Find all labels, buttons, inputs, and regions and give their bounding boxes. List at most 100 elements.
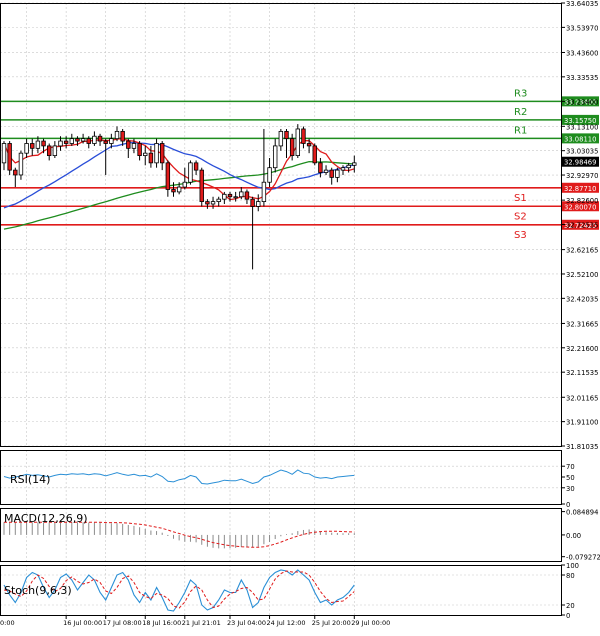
x-tick-label: 29 Jul 00:00 bbox=[351, 619, 390, 627]
candle-body bbox=[234, 197, 238, 198]
candle-body bbox=[53, 146, 57, 156]
level-price-label: 32.87710 bbox=[564, 185, 596, 193]
candle-body bbox=[30, 143, 34, 148]
candle-body bbox=[302, 129, 306, 144]
candle-body bbox=[228, 194, 232, 196]
candle-body bbox=[36, 141, 40, 148]
candle-body bbox=[149, 153, 153, 163]
candle-body bbox=[2, 143, 6, 162]
candle-body bbox=[8, 143, 12, 170]
rsi-y-tick-label: 70 bbox=[566, 463, 575, 471]
y-tick-label: 33.64035 bbox=[566, 0, 598, 8]
candle-body bbox=[211, 202, 215, 204]
candle-body bbox=[98, 136, 102, 141]
candle-body bbox=[183, 182, 187, 187]
candle-body bbox=[313, 146, 317, 163]
y-tick-label: 33.23400 bbox=[566, 98, 598, 106]
candle-body bbox=[127, 141, 131, 148]
candle-body bbox=[138, 143, 142, 155]
y-tick-label: 32.11535 bbox=[566, 369, 598, 377]
y-tick-label: 32.72535 bbox=[566, 222, 598, 230]
current-price-label: 32.98469 bbox=[564, 159, 596, 167]
candle-body bbox=[25, 143, 29, 153]
candle-body bbox=[290, 139, 294, 156]
y-tick-label: 33.53970 bbox=[566, 24, 598, 32]
candle-body bbox=[262, 182, 266, 201]
level-name-s3: S3 bbox=[514, 230, 527, 241]
candle-body bbox=[273, 146, 277, 168]
candle-body bbox=[70, 139, 74, 144]
candle-body bbox=[245, 192, 249, 199]
candle-body bbox=[217, 199, 221, 201]
candle-body bbox=[353, 163, 357, 165]
candle-body bbox=[189, 163, 193, 182]
candle-body bbox=[336, 170, 340, 177]
candle-body bbox=[14, 170, 18, 175]
candle-body bbox=[285, 131, 289, 138]
candle-body bbox=[200, 170, 204, 201]
candle-body bbox=[47, 146, 51, 156]
stoch-y-tick-label: 20 bbox=[566, 602, 575, 610]
candle-body bbox=[42, 141, 46, 146]
candle-body bbox=[194, 163, 198, 170]
y-tick-label: 32.52100 bbox=[566, 271, 598, 279]
candle-body bbox=[240, 192, 244, 197]
y-tick-label: 33.43600 bbox=[566, 49, 598, 57]
x-tick-label: 18 Jul 16:00 bbox=[142, 619, 181, 627]
candle-body bbox=[143, 153, 147, 155]
y-tick-label: 32.92970 bbox=[566, 172, 598, 180]
macd-y-tick-label: 0.00 bbox=[566, 532, 581, 540]
x-tick-label: 21 Jul 21:01 bbox=[182, 619, 221, 627]
candle-body bbox=[251, 199, 255, 206]
rsi-y-tick-label: 50 bbox=[566, 474, 575, 482]
rsi-y-tick-label: 30 bbox=[566, 485, 575, 493]
level-price-label: 33.08110 bbox=[564, 135, 596, 143]
rsi-label: RSI(14) bbox=[10, 473, 50, 486]
candle-body bbox=[87, 139, 91, 144]
candle-body bbox=[324, 170, 328, 172]
x-tick-label: 17 Jul 08:00 bbox=[103, 619, 142, 627]
candle-body bbox=[104, 141, 108, 143]
macd-y-tick-label: -0.079272 bbox=[566, 554, 600, 562]
candle-body bbox=[341, 168, 345, 170]
level-name-s2: S2 bbox=[514, 211, 527, 222]
x-label-partial: 0:00 bbox=[0, 619, 15, 627]
y-tick-label: 31.81035 bbox=[566, 443, 598, 451]
candle-body bbox=[76, 139, 80, 141]
candle-body bbox=[177, 187, 181, 192]
candle-body bbox=[319, 163, 323, 173]
candle-body bbox=[110, 139, 114, 144]
level-name-r2: R2 bbox=[514, 107, 527, 118]
y-tick-label: 31.91100 bbox=[566, 419, 598, 427]
x-tick-label: 24 Jul 12:00 bbox=[267, 619, 306, 627]
candle-body bbox=[296, 129, 300, 156]
y-tick-label: 32.31665 bbox=[566, 320, 598, 328]
y-tick-label: 32.62165 bbox=[566, 247, 598, 255]
x-tick-label: 25 Jul 20:00 bbox=[312, 619, 351, 627]
y-tick-label: 32.21600 bbox=[566, 345, 598, 353]
candle-body bbox=[121, 131, 125, 141]
candle-body bbox=[166, 163, 170, 190]
x-tick-label: 23 Jul 04:00 bbox=[227, 619, 266, 627]
candle-body bbox=[155, 143, 159, 162]
candle-body bbox=[268, 168, 272, 183]
candle-body bbox=[172, 189, 176, 191]
candle-body bbox=[64, 141, 68, 143]
candle-body bbox=[160, 143, 164, 162]
candle-body bbox=[93, 136, 97, 143]
candle-body bbox=[115, 131, 119, 138]
y-tick-label: 32.01165 bbox=[566, 394, 598, 402]
x-tick-label: 16 Jul 00:00 bbox=[63, 619, 102, 627]
y-tick-label: 32.82600 bbox=[566, 197, 598, 205]
stoch-y-tick-label: 0 bbox=[566, 612, 570, 620]
candle-body bbox=[59, 141, 63, 146]
candle-body bbox=[132, 143, 136, 148]
candle-body bbox=[206, 202, 210, 204]
level-name-r3: R3 bbox=[514, 88, 527, 99]
candle-body bbox=[307, 143, 311, 145]
y-tick-label: 33.03035 bbox=[566, 148, 598, 156]
y-tick-label: 33.13100 bbox=[566, 123, 598, 131]
candle-body bbox=[223, 194, 227, 199]
